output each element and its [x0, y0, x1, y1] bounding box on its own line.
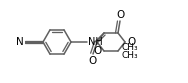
- Text: CH₃: CH₃: [121, 50, 138, 60]
- Text: NH: NH: [88, 37, 103, 46]
- Text: O: O: [116, 10, 124, 20]
- Text: O: O: [88, 56, 96, 66]
- Text: O: O: [94, 46, 102, 56]
- Text: O: O: [127, 37, 135, 47]
- Text: N: N: [16, 37, 24, 47]
- Text: CH₃: CH₃: [121, 42, 138, 51]
